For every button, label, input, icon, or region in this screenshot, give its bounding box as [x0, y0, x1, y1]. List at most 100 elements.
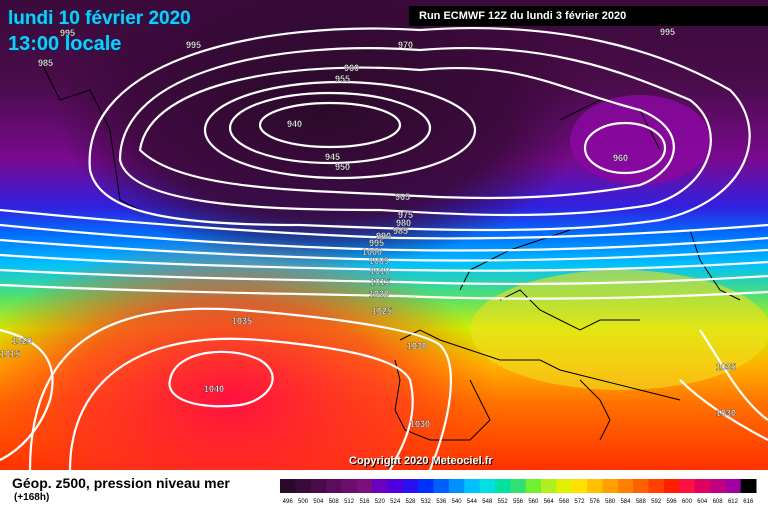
model-run-label: Run ECMWF 12Z du lundi 3 février 2020: [409, 6, 768, 26]
legend-label: 572: [574, 499, 585, 505]
legend-label: 576: [590, 499, 601, 505]
isobar-label: 940: [287, 119, 302, 129]
forecast-date: lundi 10 février 2020: [8, 8, 191, 29]
legend-swatch: [694, 479, 711, 493]
legend-label: 556: [513, 499, 524, 505]
isobar-label: 1015: [0, 349, 20, 359]
legend-swatch: [740, 479, 757, 493]
legend-swatch: [372, 479, 388, 493]
isobar-label: 990: [376, 231, 391, 241]
legend-swatch: [448, 479, 465, 493]
isobar-label: 995: [186, 40, 201, 50]
legend-label: 608: [713, 499, 724, 505]
legend-label: 616: [743, 499, 754, 505]
legend-label: 524: [390, 499, 401, 505]
isobar-label: 1010: [370, 266, 390, 276]
legend-swatch: [341, 479, 358, 493]
isobar-labels: 995 985 995 970 995 960 955 940 945 950 …: [0, 27, 736, 429]
isobar-label: 985: [393, 226, 408, 236]
legend-swatch: [525, 479, 542, 493]
isobar-label: 960: [344, 63, 359, 73]
legend-swatch: [402, 479, 419, 493]
legend-swatch: [326, 479, 342, 493]
legend-label: 508: [329, 499, 340, 505]
legend-swatch: [725, 479, 742, 493]
legend-swatch: [663, 479, 680, 493]
legend-swatch: [464, 479, 481, 493]
yellow-ridge-east: [470, 270, 768, 390]
legend-label: 552: [498, 499, 509, 505]
legend-swatch: [510, 479, 527, 493]
legend-label: 548: [482, 499, 493, 505]
legend-swatch: [310, 479, 327, 493]
isobar-label: 985: [38, 58, 53, 68]
legend-label: 532: [421, 499, 432, 505]
legend-swatch: [387, 479, 404, 493]
forecast-map: 995 985 995 970 995 960 955 940 945 950 …: [0, 0, 768, 470]
isobar-label: 1035: [232, 316, 252, 326]
legend-label: 564: [544, 499, 555, 505]
legend-label: 568: [559, 499, 570, 505]
legend-label: 612: [728, 499, 739, 505]
legend-label: 528: [406, 499, 417, 505]
legend-label: 544: [467, 499, 478, 505]
isobar-label: 1030: [410, 419, 430, 429]
isobar-label: 970: [398, 40, 413, 50]
legend-label: 536: [436, 499, 447, 505]
legend-label: 600: [682, 499, 693, 505]
isobar-label: 1020: [12, 336, 32, 346]
legend-swatch: [295, 479, 312, 493]
isobar-label: 1000: [362, 247, 382, 257]
isobar-label: 1020: [369, 289, 389, 299]
isobar-label: 965: [395, 192, 410, 202]
legend-label: 604: [697, 499, 708, 505]
isobar-label: 1015: [370, 277, 390, 287]
legend-label: 540: [452, 499, 463, 505]
legend-swatch: [602, 479, 619, 493]
isobar-label: 975: [398, 210, 413, 220]
isobar-label: 1030: [716, 408, 736, 418]
legend-swatch: [648, 479, 665, 493]
legend-label: 580: [605, 499, 616, 505]
legend-swatch: [356, 479, 373, 493]
legend-swatch: [617, 479, 634, 493]
forecast-time: 13:00 locale: [8, 33, 122, 55]
isobar-label: 945: [325, 152, 340, 162]
legend-label: 592: [651, 499, 662, 505]
legend-label: 504: [313, 499, 324, 505]
legend-swatch: [633, 479, 650, 493]
isobar-label: 1025: [372, 306, 392, 316]
legend-swatch: [587, 479, 603, 493]
copyright-text: Copyright 2020 Meteociel.fr: [349, 455, 493, 467]
legend-label: 516: [359, 499, 370, 505]
legend-swatch: [556, 479, 573, 493]
isobar-label: 955: [335, 74, 350, 84]
forecast-lead-time: (+168h): [14, 492, 50, 503]
legend-swatch: [433, 479, 450, 493]
legend-label: 596: [667, 499, 678, 505]
legend-swatch: [494, 479, 511, 493]
isobar-label: 1040: [204, 384, 224, 394]
isobar-label: 950: [335, 162, 350, 172]
legend-swatch: [418, 479, 435, 493]
isobar-label: 1005: [369, 256, 389, 266]
legend-swatch: [709, 479, 726, 493]
legend-label: 588: [636, 499, 647, 505]
legend-swatch: [479, 479, 496, 493]
isobar-label: 995: [369, 238, 384, 248]
legend-label: 500: [298, 499, 309, 505]
isobar-label: 960: [613, 153, 628, 163]
legend-label: 496: [283, 499, 294, 505]
legend-label: 512: [344, 499, 355, 505]
isobar-label: 1030: [407, 341, 427, 351]
high-pressure-core: [0, 0, 768, 470]
legend-swatch: [280, 479, 296, 493]
legend-swatch: [541, 479, 557, 493]
legend-label: 584: [620, 499, 631, 505]
legend-label: 520: [375, 499, 386, 505]
legend-swatch: [679, 479, 696, 493]
isobars: [0, 27, 768, 470]
isobar-label: 995: [660, 27, 675, 37]
isobar-label: 995: [60, 28, 75, 38]
